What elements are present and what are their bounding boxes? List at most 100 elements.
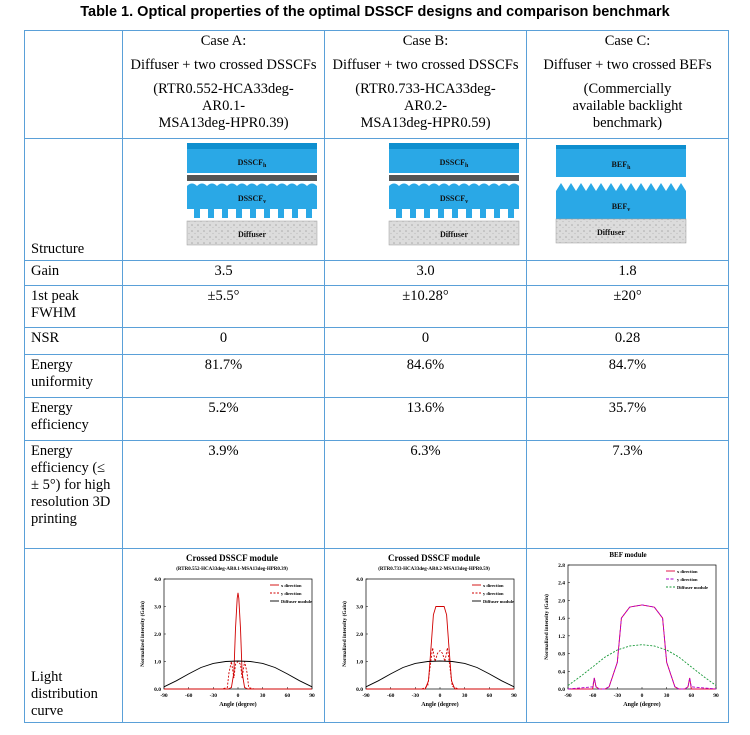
x-tick-label: 60 [284,693,290,699]
x-tick-label: 0 [236,693,239,699]
legend-label: y direction [281,591,302,596]
row-label: Gain [24,260,123,286]
y-tick-label: 1.2 [558,634,565,640]
legend-label: y direction [677,577,698,582]
svg-text:Diffuser: Diffuser [597,228,625,237]
fwhm-c: ±20° [526,285,729,328]
y-tick-label: 1.0 [356,660,363,666]
svg-text:Diffuser: Diffuser [440,230,468,239]
svg-text:DSSCFh: DSSCFh [439,158,468,169]
y-tick-label: 2.0 [356,632,363,638]
case-param: MSA13deg-HPR0.39) [158,115,289,131]
x-axis-label: Angle (degree) [421,701,458,708]
x-tick-label: 90 [713,693,719,699]
gain-c: 1.8 [526,260,729,286]
structure-diagram-a: DSSCFh DSSCFv Diffuser [122,138,325,261]
dsscf-h-layer [388,149,519,173]
chart-cell-c: BEF module -90 -60 -30 0 30 60 90 0.0 0.4 0.8 1.2 1.… [526,548,729,723]
dsscf-v-layer [186,183,317,209]
legend-label: x direction [281,583,302,588]
y-axis-label: Normalized intensity (Gain) [139,601,146,667]
x-tick-label: 90 [511,693,517,699]
nsr-a: 0 [122,327,325,355]
structure-label: Structure [24,138,123,261]
x-tick-label: -90 [362,693,370,699]
legend-label: x direction [483,583,504,588]
y-tick-label: 0.0 [154,687,161,693]
y-tick-label: 2.8 [558,563,565,569]
legend-label: x direction [677,569,698,574]
gain-a: 3.5 [122,260,325,286]
gain-b: 3.0 [324,260,527,286]
light-distribution-chart-b: Crossed DSSCF module (RTR0.733-HCA33deg-A… [325,549,526,717]
y-tick-label: 4.0 [154,577,161,583]
efficiency-c: 35.7% [526,397,729,441]
case-param: (Commercially [583,81,672,97]
case-a-header: Case A: Diffuser + two crossed DSSCFs (R… [122,30,325,139]
legend-label: Diffuser module [281,599,312,604]
case-desc: Diffuser + two crossed DSSCFs [130,57,317,73]
dsscf-gap-bar [388,175,519,181]
dsscf-v-layer [388,183,519,209]
row-label: Energy uniformity [24,354,123,398]
curve-label: Light distribution curve [24,548,123,723]
efficiency-b: 13.6% [324,397,527,441]
properties-table: Case A: Diffuser + two crossed DSSCFs (R… [24,30,729,723]
y-tick-label: 0.4 [558,669,565,675]
y-tick-label: 2.0 [558,598,565,604]
uniformity-a: 81.7% [122,354,325,398]
y-tick-label: 2.4 [558,581,565,587]
table-caption: Table 1. Optical properties of the optim… [80,4,670,20]
dsscf-gap-bar [186,175,317,181]
corner-cell [24,30,123,139]
y-tick-label: 3.0 [154,605,161,611]
uniformity-c: 84.7% [526,354,729,398]
row-label: 1st peak FWHM [24,285,123,328]
case-desc: Diffuser + two crossed BEFs [543,57,712,73]
efficiency5-c: 7.3% [526,440,729,549]
uniformity-b: 84.6% [324,354,527,398]
case-desc: Diffuser + two crossed DSSCFs [332,57,519,73]
series-line [365,647,514,690]
y-tick-label: 0.0 [558,687,565,693]
x-tick-label: -90 [564,693,572,699]
bef-v-layer [555,183,686,219]
y-tick-label: 2.0 [154,632,161,638]
dsscf-stack-diagram: DSSCFh DSSCFv Diffuser [186,143,317,246]
x-tick-label: -30 [613,693,621,699]
light-distribution-chart-c: BEF module -90 -60 -30 0 30 60 90 0.0 0.4 0.8 1.2 1.… [527,549,728,717]
bef-h-layer [555,149,686,177]
x-axis-label: Angle (degree) [219,701,256,708]
x-tick-label: -30 [209,693,217,699]
legend-label: y direction [483,591,504,596]
dsscf-stack-diagram: DSSCFh DSSCFv Diffuser [388,143,519,246]
x-tick-label: -90 [160,693,168,699]
svg-text:DSSCFh: DSSCFh [237,158,266,169]
chart-subtitle: (RTR0.733-HCA33deg-AR0.2-MSA13deg-HPR0.5… [378,567,490,572]
dsscf-h-layer [186,149,317,173]
dsscf-teeth [193,209,312,218]
nsr-c: 0.28 [526,327,729,355]
case-name: Case A: [200,33,247,49]
case-param: available backlight [572,98,683,114]
row-label: Energy efficiency (≤ ± 5°) for high reso… [24,440,123,549]
row-label: Energy efficiency [24,397,123,441]
case-param: (RTR0.552-HCA33deg- [153,81,294,97]
case-b-header: Case B: Diffuser + two crossed DSSCFs (R… [324,30,527,139]
x-tick-label: -60 [588,693,596,699]
series-line [365,606,514,690]
series-line [365,660,514,688]
x-tick-label: 60 [486,693,492,699]
structure-diagram-c: BEFh BEFv Diffuser [526,138,729,261]
bef-stack-diagram: BEFh BEFv Diffuser [555,145,686,244]
nsr-b: 0 [324,327,527,355]
case-param: AR0.2- [403,98,448,114]
y-axis-label: Normalized intensity (Gain) [543,594,550,660]
y-axis-label: Normalized intensity (Gain) [341,601,348,667]
case-param: (RTR0.733-HCA33deg- [355,81,496,97]
y-tick-label: 4.0 [356,577,363,583]
svg-text:BEFh: BEFh [611,160,631,171]
efficiency-a: 5.2% [122,397,325,441]
case-name: Case B: [402,33,449,49]
y-tick-label: 0.8 [558,652,565,658]
